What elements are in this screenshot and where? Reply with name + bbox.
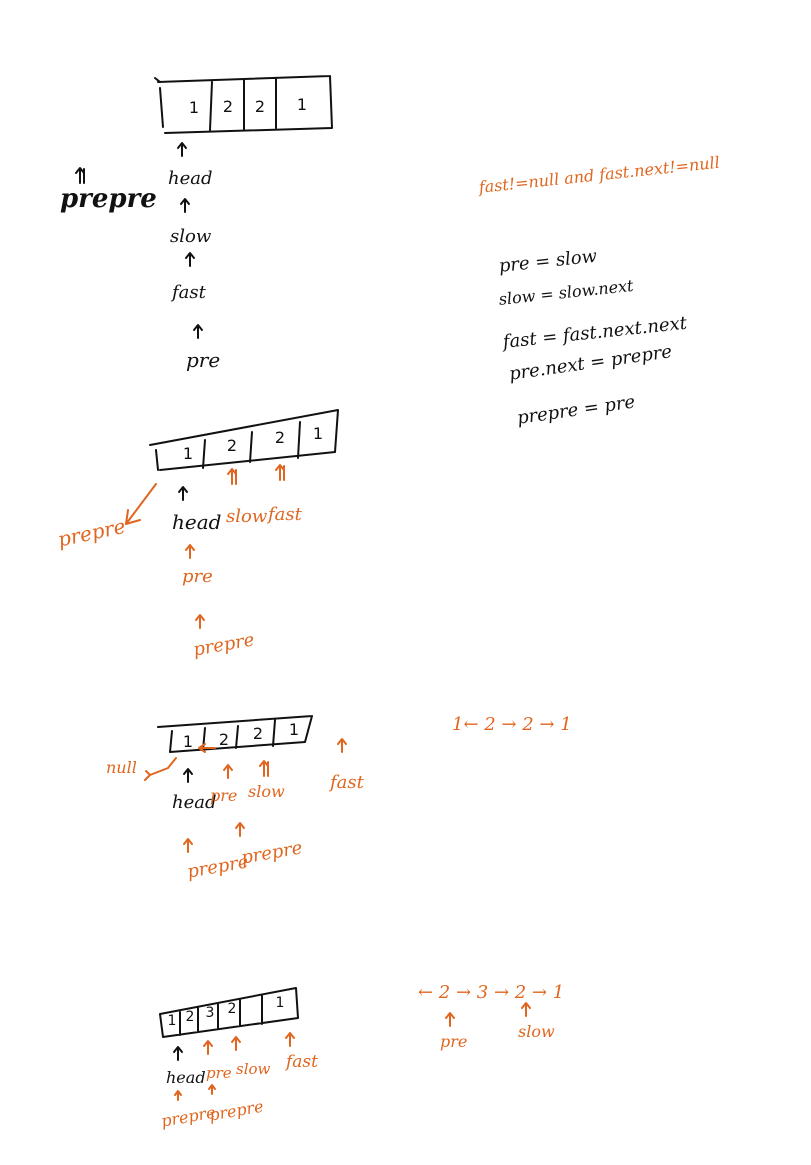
list-box-4	[159, 987, 299, 1038]
d3-cell-4: 1	[288, 720, 300, 739]
d3-result: 1← 2 → 2 → 1	[452, 714, 572, 735]
d3-pre-label: pre	[210, 786, 238, 805]
d4-fast-label: fast	[286, 1052, 318, 1072]
d4-pre-label: pre	[206, 1064, 232, 1082]
d4-result-pre: pre	[440, 1032, 468, 1051]
d2-cell-3: 2	[274, 428, 286, 447]
d1-cell-3: 2	[254, 97, 266, 116]
d4-cell-5: 1	[275, 995, 285, 1011]
d4-cell-3: 3	[205, 1005, 215, 1021]
d3-slow-label: slow	[248, 782, 285, 801]
d2-fast-label: fast	[268, 504, 302, 525]
d2-pre-label: pre	[182, 566, 213, 587]
d1-prepre-label: prepre	[60, 184, 157, 214]
d1-cell-1: 1	[188, 98, 200, 117]
d1-fast-label: fast	[172, 282, 206, 303]
d2-cell-2: 2	[226, 436, 238, 455]
d3-cell-3: 2	[252, 724, 264, 743]
list-box-2	[149, 409, 339, 471]
d4-result: ← 2 → 3 → 2 → 1	[418, 982, 565, 1003]
d1-cell-2: 2	[222, 97, 234, 116]
arrows-1	[75, 142, 203, 339]
d1-cell-4: 1	[296, 95, 308, 114]
list-box-3	[157, 715, 313, 753]
d4-cell-1: 1	[167, 1013, 177, 1029]
d1-pre-label: pre	[186, 348, 221, 372]
d4-result-slow: slow	[518, 1022, 555, 1041]
d3-cell-1: 1	[182, 732, 194, 751]
d1-head-label: head	[168, 168, 213, 189]
d3-head-label: head	[172, 792, 217, 813]
d4-head-label: head	[166, 1068, 206, 1087]
list-box-1	[154, 75, 333, 134]
d4-cell-2: 2	[185, 1009, 195, 1025]
d2-head-label: head	[172, 510, 222, 534]
d2-cell-4: 1	[312, 424, 324, 443]
arrows-4	[173, 1002, 531, 1101]
d1-slow-label: slow	[170, 226, 212, 247]
d3-null-label: null	[106, 758, 137, 777]
arrows-2	[125, 464, 285, 629]
d3-cell-2: 2	[218, 730, 230, 749]
d4-cell-4: 2	[227, 1001, 237, 1017]
arrows-3	[144, 738, 347, 853]
d2-cell-1: 1	[182, 444, 194, 463]
d4-slow-label: slow	[236, 1060, 271, 1078]
d2-slow-label: slow	[226, 506, 268, 527]
d3-fast-label: fast	[330, 772, 364, 793]
